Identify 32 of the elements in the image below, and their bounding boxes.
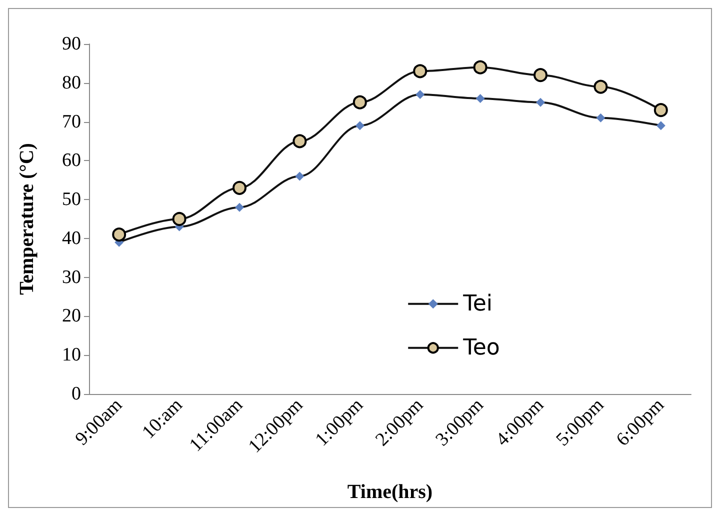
point [172, 212, 186, 226]
point [295, 172, 304, 181]
point [413, 64, 428, 78]
y-tick-label: 50 [62, 189, 81, 210]
point [352, 95, 367, 110]
point [232, 180, 246, 195]
point [292, 134, 307, 148]
y-tick-label: 30 [62, 266, 81, 288]
point [235, 202, 244, 212]
point [596, 113, 606, 122]
y-tick-label: 40 [62, 228, 81, 249]
y-tick-label: 0 [72, 384, 81, 404]
point [656, 121, 666, 130]
y-axis-title: Temperature (°C) [16, 143, 38, 295]
point [473, 60, 488, 74]
legend-label: Teo [462, 335, 500, 360]
legend-label: Tei [462, 291, 492, 316]
y-tick-label: 20 [62, 306, 81, 327]
y-tick-label: 60 [62, 150, 81, 172]
y-tick-label: 70 [62, 111, 81, 132]
point [416, 90, 425, 100]
y-tick-label: 10 [62, 344, 81, 366]
point [476, 94, 485, 103]
point [112, 228, 126, 242]
point [654, 103, 668, 118]
point [534, 68, 548, 82]
x-axis-title: Time(hrs) [347, 481, 433, 503]
point [355, 121, 364, 130]
point [536, 98, 545, 107]
y-tick-label: 90 [62, 34, 81, 54]
point [594, 80, 608, 94]
y-tick-label: 80 [62, 72, 81, 94]
